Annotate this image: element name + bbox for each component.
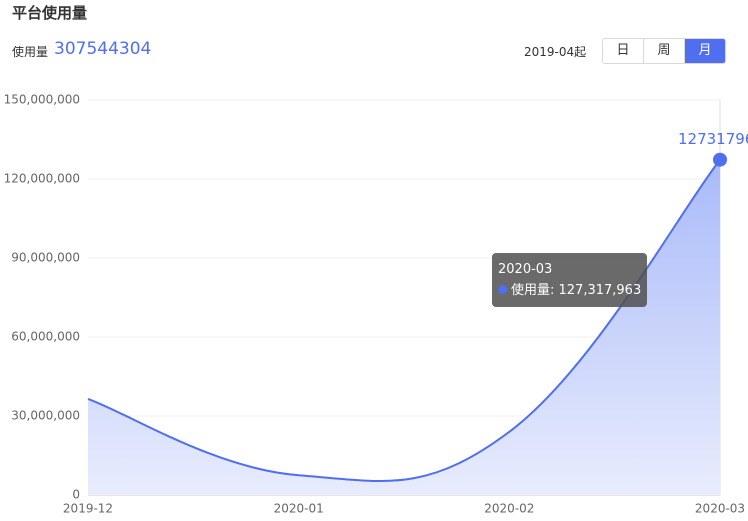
point (713, 152, 727, 167)
y-tick-label: 90,000,000 (11, 251, 80, 265)
since-label: 2019-04起 (524, 45, 587, 59)
total-value: 307544304 (54, 39, 152, 59)
tab[interactable]: 日 (616, 43, 630, 58)
tab[interactable]: 周 (643, 39, 684, 63)
x-tick-label: 2020-02 (484, 502, 534, 516)
x-tick-label: 2020-03 (695, 502, 745, 516)
tooltip: 2020-03 使用量: 127,317,963 (492, 253, 648, 307)
tab-group: 日周月 (602, 38, 726, 64)
area (88, 159, 720, 495)
y-tick-label: 150,000,000 (4, 93, 80, 107)
y-tick-label: 60,000,000 (11, 330, 80, 344)
data-label: 127317963 (678, 130, 748, 148)
tooltip-title: 2020-03 (498, 262, 553, 277)
x-tick-label: 2019-12 (63, 502, 113, 516)
tooltip-row: 使用量: 127,317,963 (498, 280, 641, 301)
tab[interactable]: 月 (684, 39, 725, 63)
page-title: 平台使用量 (12, 4, 88, 22)
x-tick-label: 2020-01 (274, 502, 324, 516)
tooltip-dot (498, 285, 507, 294)
y-tick-label: 30,000,000 (11, 409, 80, 423)
total-label: 使用量 (12, 45, 49, 59)
y-tick-label: 120,000,000 (4, 172, 80, 186)
tooltip-text: 使用量: 127,317,963 (511, 283, 642, 298)
y-tick-label: 0 (72, 488, 80, 502)
